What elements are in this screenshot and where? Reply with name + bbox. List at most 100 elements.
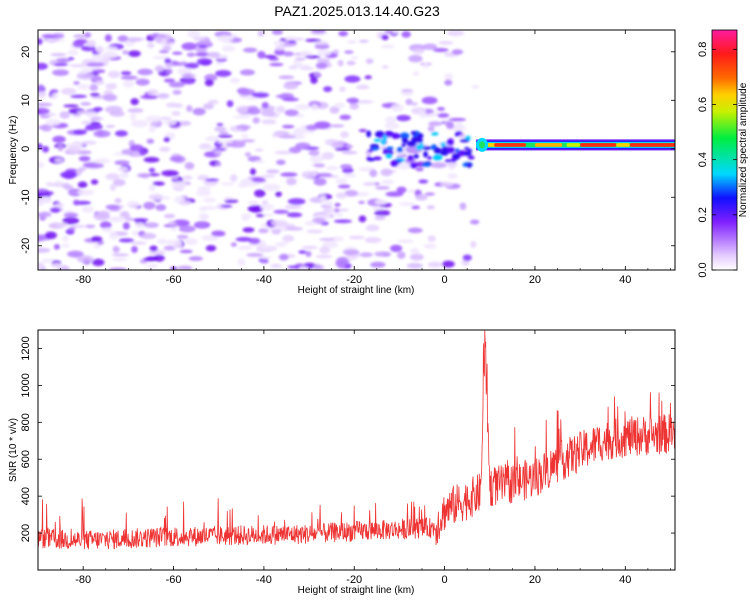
heatmap-cell <box>219 131 229 135</box>
heatmap-cell <box>63 104 79 108</box>
heatmap-cell <box>334 202 341 207</box>
heatmap-cell <box>178 225 196 233</box>
heatmap-cell <box>177 265 193 270</box>
heatmap-cell <box>91 54 104 62</box>
heatmap-cell <box>93 107 103 112</box>
heatmap-cell <box>146 42 155 49</box>
heatmap-cell <box>50 52 67 57</box>
heatmap-cell <box>198 45 208 49</box>
heatmap-cell <box>275 105 286 114</box>
heatmap-cell <box>165 68 173 75</box>
snr-x-tick-label: -60 <box>166 574 182 586</box>
heatmap-cell <box>171 181 188 188</box>
spectrogram-x-axis: -80 -60 -40 -20 0 20 40 <box>37 30 671 286</box>
heatmap-cell <box>60 87 77 95</box>
heatmap-cell <box>145 115 163 123</box>
heatmap-cell <box>422 43 438 51</box>
heatmap-cell <box>126 200 140 209</box>
heatmap-cell <box>144 222 159 228</box>
heatmap-cell <box>55 222 68 228</box>
heatmap-cell <box>415 167 424 172</box>
colorbar-tick-label: 0.2 <box>697 207 709 222</box>
heatmap-cell <box>305 250 312 258</box>
heatmap-cell <box>455 148 460 153</box>
heatmap-cell <box>254 159 265 164</box>
heatmap-cell <box>81 205 95 213</box>
heatmap-cell <box>261 102 269 109</box>
heatmap-cell <box>214 126 227 132</box>
heatmap-cell <box>44 231 57 240</box>
heatmap-cell <box>266 169 280 174</box>
heatmap-cell <box>63 212 79 218</box>
heatmap-cell <box>319 246 331 254</box>
snr-x-tick-label: -80 <box>75 574 91 586</box>
heatmap-cell <box>179 249 193 254</box>
heatmap-cell <box>80 45 96 52</box>
heatmap-cell <box>298 250 307 254</box>
heatmap-cell <box>405 98 413 106</box>
heatmap-cell <box>112 245 120 254</box>
heatmap-cell <box>187 30 201 38</box>
heatmap-cell <box>316 58 331 64</box>
heatmap-cell <box>335 178 348 185</box>
heatmap-cell <box>197 186 211 191</box>
heatmap-cell <box>275 94 290 99</box>
heatmap-cell <box>52 135 66 143</box>
heatmap-cell <box>45 118 61 126</box>
heatmap-cell <box>470 219 480 225</box>
heatmap-cell <box>382 148 388 155</box>
heatmap-cell <box>93 158 111 164</box>
heatmap-cell <box>432 48 449 53</box>
heatmap-cell <box>38 161 45 169</box>
colorbar-tick-label: 0.4 <box>697 152 709 167</box>
heatmap-cell <box>455 131 463 136</box>
heatmap-cell <box>243 47 258 53</box>
heatmap-cell <box>105 173 120 181</box>
heatmap-cell <box>359 252 373 258</box>
heatmap-cell <box>107 70 121 79</box>
heatmap-cell <box>430 162 447 169</box>
heatmap-cell <box>216 34 234 43</box>
heatmap-cell <box>241 213 252 220</box>
heatmap-cell <box>358 200 365 205</box>
heatmap-cell <box>50 207 61 213</box>
heatmap-cell <box>375 185 390 190</box>
heatmap-cell <box>304 221 317 226</box>
heatmap-cell <box>322 208 332 214</box>
heatmap-cell <box>273 209 290 214</box>
snr-x-axis: -80 -60 -40 -20 0 20 40 <box>37 330 671 586</box>
heatmap-cell <box>278 253 289 261</box>
heatmap-cell <box>201 234 219 242</box>
heatmap-cell <box>348 235 365 240</box>
heatmap-cell <box>278 75 295 80</box>
heatmap-cell <box>275 191 282 197</box>
heatmap-cell <box>156 93 170 99</box>
heatmap-cells <box>38 30 480 270</box>
heatmap-cell <box>182 175 193 180</box>
heatmap-cell <box>112 257 128 262</box>
heatmap-cell <box>349 102 359 110</box>
heatmap-cell <box>396 251 406 259</box>
signal-band-core <box>616 143 630 147</box>
snr-x-label: Height of straight line (km) <box>298 585 415 596</box>
heatmap-cell <box>131 119 149 128</box>
heatmap-cell <box>143 201 156 210</box>
colorbar: 0.0 0.2 0.4 0.6 0.8 Normalized spectral ampl… <box>697 29 749 278</box>
heatmap-cell <box>254 148 264 152</box>
heatmap-cell <box>281 124 295 129</box>
heatmap-cell <box>239 69 256 76</box>
heatmap-cell <box>81 140 97 145</box>
heatmap-cell <box>471 84 480 89</box>
heatmap-cell <box>316 49 332 57</box>
heatmap-cell <box>344 50 354 54</box>
heatmap-cell <box>401 31 411 38</box>
heatmap-cell <box>390 160 399 167</box>
spectrogram-panel: -80 -60 -40 -20 0 20 40 -20 -10 0 10 20 Height of … <box>8 29 676 296</box>
snr-y-axis: 200 400 600 800 1000 1200 <box>20 336 675 542</box>
heatmap-cell <box>183 73 193 78</box>
heatmap-cell <box>306 229 324 234</box>
signal-band <box>476 137 675 152</box>
heatmap-cell <box>433 147 442 154</box>
heatmap-cell <box>104 46 118 51</box>
heatmap-cell <box>427 125 435 132</box>
